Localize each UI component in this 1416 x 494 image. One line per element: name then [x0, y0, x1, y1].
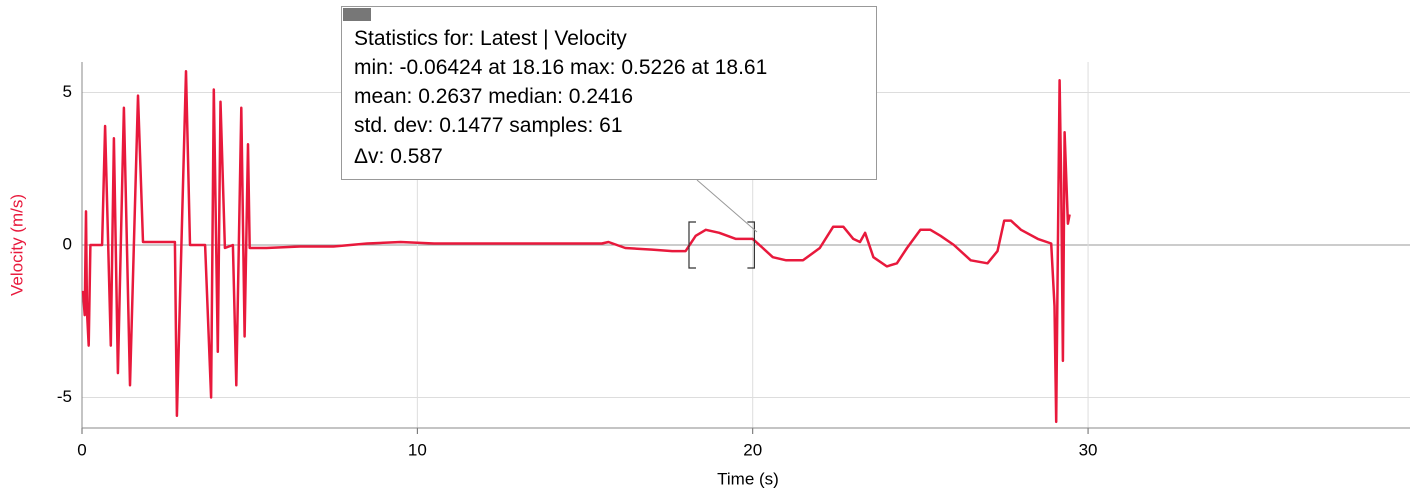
leader-line — [696, 179, 758, 233]
annotation-line: mean: 0.2637 median: 0.2416 — [354, 85, 634, 108]
y-axis-label: Velocity (m/s) — [7, 194, 26, 296]
annotation-line: Statistics for: Latest | Velocity — [354, 27, 627, 50]
y-tick-label: 5 — [63, 82, 72, 101]
close-icons[interactable] — [343, 8, 371, 21]
y-tick-label: -5 — [57, 387, 72, 406]
y-tick-label: 0 — [63, 234, 72, 253]
selection-bracket — [688, 221, 696, 269]
x-axis-label: Time (s) — [717, 469, 779, 488]
x-tick-label: 30 — [1079, 440, 1098, 459]
annotation-line: Δv: 0.587 — [354, 145, 443, 168]
x-tick-label: 10 — [408, 440, 427, 459]
statistics-box: Statistics for: Latest | Velocity min: -… — [341, 6, 877, 180]
selection-bracket — [747, 221, 755, 269]
x-tick-label: 20 — [743, 440, 762, 459]
x-tick-label: 0 — [77, 440, 86, 459]
annotation-line: std. dev: 0.1477 samples: 61 — [354, 114, 623, 137]
annotation-line: min: -0.06424 at 18.16 max: 0.5226 at 18… — [354, 56, 768, 79]
velocity-line — [81, 69, 1071, 424]
